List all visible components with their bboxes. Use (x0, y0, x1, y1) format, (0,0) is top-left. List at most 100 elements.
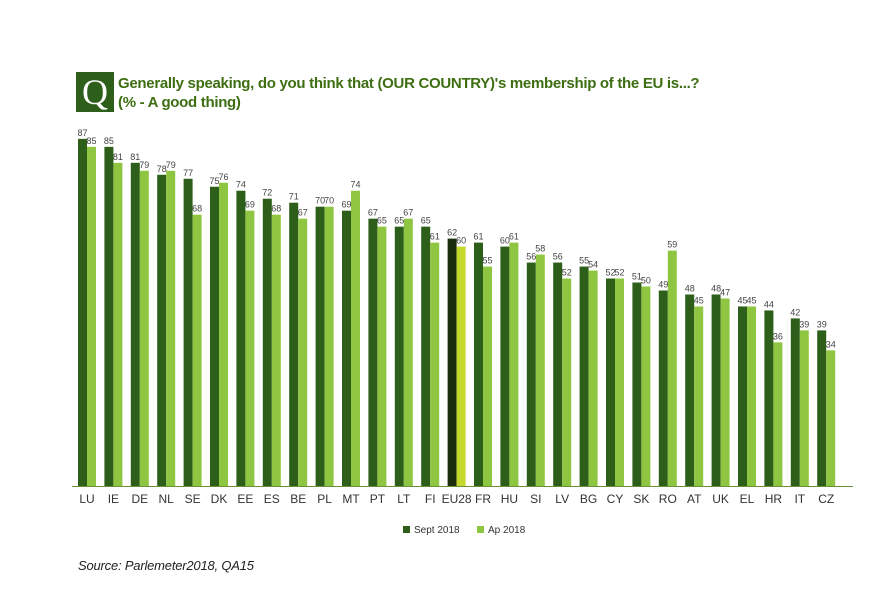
bar-apr-dk (219, 182, 228, 486)
bar-sept-pl (315, 206, 325, 486)
x-label-nl: NL (159, 492, 175, 506)
x-label-pt: PT (370, 492, 386, 506)
value-label-apr-de: 79 (139, 160, 149, 170)
bar-sept-fr (474, 242, 483, 486)
bars-group (78, 138, 836, 487)
value-label-sept-lv: 56 (553, 252, 563, 262)
bar-sept-lu (78, 138, 87, 486)
bar-sept-hr (764, 310, 774, 486)
bar-sept-sk (632, 282, 642, 486)
bar-apr-bg (588, 270, 598, 486)
value-label-sept-at: 48 (685, 283, 695, 293)
bar-apr-lu (87, 146, 96, 486)
x-label-mt: MT (342, 492, 360, 506)
value-label-sept-it: 42 (790, 307, 800, 317)
x-label-ie: IE (108, 492, 119, 506)
bar-sept-se (183, 178, 193, 486)
bar-apr-fi (430, 242, 440, 486)
bar-sept-si (526, 262, 536, 486)
value-label-apr-ie: 81 (113, 152, 123, 162)
value-label-apr-fi: 61 (430, 232, 440, 242)
value-label-sept-pt: 67 (368, 208, 378, 218)
x-label-de: DE (131, 492, 148, 506)
x-label-hu: HU (501, 492, 518, 506)
value-label-apr-at: 45 (694, 295, 704, 305)
bar-sept-lv (553, 262, 563, 486)
bar-apr-si (535, 254, 545, 486)
value-label-sept-se: 77 (183, 168, 193, 178)
x-label-se: SE (185, 492, 201, 506)
value-label-apr-dk: 76 (218, 172, 228, 182)
legend-label-apr-2018: Ap 2018 (488, 525, 526, 536)
x-label-be: BE (290, 492, 306, 506)
bar-apr-uk (720, 298, 730, 486)
value-label-apr-cz: 34 (826, 339, 836, 349)
value-label-sept-be: 71 (289, 192, 299, 202)
bar-apr-sk (641, 286, 651, 486)
value-label-apr-ee: 69 (245, 200, 255, 210)
x-label-at: AT (687, 492, 702, 506)
bar-apr-hr (773, 342, 783, 486)
value-label-apr-it: 39 (799, 319, 809, 329)
value-label-apr-cy: 52 (614, 268, 624, 278)
value-label-sept-si: 56 (526, 252, 536, 262)
value-label-sept-ie: 85 (104, 136, 114, 146)
bar-sept-dk (210, 186, 219, 486)
value-label-apr-pl: 70 (324, 196, 334, 206)
x-label-lt: LT (397, 492, 411, 506)
value-label-sept-cy: 52 (605, 268, 615, 278)
x-label-bg: BG (580, 492, 597, 506)
bar-apr-ro (667, 250, 677, 486)
bar-sept-cy (606, 278, 615, 486)
value-label-sept-hu: 60 (500, 236, 510, 246)
bar-sept-es (262, 198, 272, 486)
value-label-apr-se: 68 (192, 204, 202, 214)
x-label-pl: PL (317, 492, 332, 506)
bar-sept-be (289, 202, 299, 486)
x-label-ro: RO (659, 492, 677, 506)
value-label-sept-es: 72 (262, 188, 272, 198)
question-badge: Q (76, 72, 114, 112)
bar-apr-pt (377, 226, 387, 486)
x-label-cz: CZ (818, 492, 834, 506)
legend-swatch-sept-2018 (403, 526, 410, 533)
bar-apr-ee (245, 210, 255, 486)
bar-sept-at (685, 294, 695, 486)
x-label-el: EL (740, 492, 755, 506)
bar-sept-hu (500, 246, 510, 486)
value-label-apr-be: 67 (298, 208, 308, 218)
bar-sept-it (790, 318, 800, 486)
bar-apr-el (747, 306, 756, 486)
x-label-eu28: EU28 (442, 492, 472, 506)
x-label-uk: UK (712, 492, 729, 506)
bar-apr-pl (324, 206, 334, 486)
source-note: Source: Parlemeter2018, QA15 (78, 558, 254, 573)
value-label-sept-ro: 49 (658, 279, 668, 289)
bar-apr-de (139, 170, 149, 487)
x-label-fr: FR (475, 492, 491, 506)
bar-apr-cy (615, 278, 624, 486)
bar-sept-nl (157, 174, 167, 486)
value-label-apr-uk: 47 (720, 287, 730, 297)
bar-apr-cz (826, 350, 836, 486)
bar-sept-lt (394, 226, 404, 486)
value-label-apr-es: 68 (271, 204, 281, 214)
bar-apr-es (271, 214, 281, 486)
bar-apr-lv (562, 278, 572, 486)
bar-apr-be (298, 218, 308, 487)
value-label-sept-dk: 75 (209, 176, 219, 186)
value-label-sept-lu: 87 (77, 128, 87, 138)
value-label-sept-lt: 65 (394, 216, 404, 226)
value-label-sept-mt: 69 (341, 200, 351, 210)
value-label-apr-pt: 65 (377, 216, 387, 226)
bar-sept-de (130, 162, 140, 486)
value-label-sept-hr: 44 (764, 299, 774, 309)
bar-apr-lt (403, 218, 413, 487)
value-label-sept-fr: 61 (473, 232, 483, 242)
value-label-sept-bg: 55 (579, 256, 589, 266)
legend-label-sept-2018: Sept 2018 (414, 525, 460, 536)
bar-sept-ro (658, 290, 668, 486)
bar-apr-nl (166, 170, 176, 487)
value-label-sept-ee: 74 (236, 180, 246, 190)
bar-apr-se (192, 214, 202, 486)
